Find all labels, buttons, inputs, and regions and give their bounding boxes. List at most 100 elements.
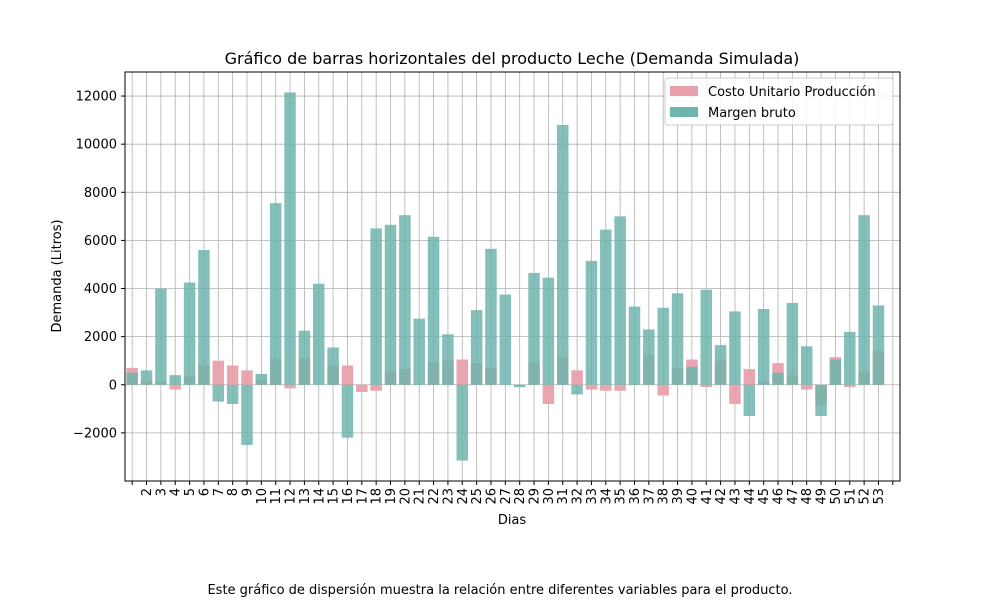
x-tick-label: 21 — [413, 488, 428, 505]
bar-series-2 — [743, 384, 756, 417]
x-tick-label: 10 — [255, 488, 270, 505]
x-tick-label: 9 — [240, 488, 255, 496]
bar-series-2 — [628, 306, 641, 385]
bar-series-1 — [241, 370, 253, 385]
x-tick-label: 36 — [628, 488, 643, 505]
bar-series-2 — [714, 345, 727, 385]
bar-series-2 — [456, 384, 469, 461]
bar-series-1 — [657, 384, 669, 396]
bar-series-1 — [585, 384, 598, 390]
bar-series-2 — [183, 282, 196, 385]
x-tick-label: 47 — [786, 488, 801, 505]
x-tick-label: 42 — [714, 488, 729, 505]
x-tick-label: 27 — [499, 488, 514, 505]
x-tick-label: 20 — [398, 488, 413, 505]
x-tick-label: 18 — [370, 488, 385, 505]
legend-swatch-2 — [670, 107, 698, 117]
x-tick-label: 12 — [284, 488, 299, 505]
bar-series-2 — [341, 384, 354, 438]
bar-series-2 — [485, 248, 497, 385]
bar-series-2 — [858, 215, 870, 385]
y-tick-label: 0 — [109, 378, 117, 393]
x-tick-label: 41 — [700, 488, 715, 505]
x-tick-label: 40 — [685, 488, 700, 505]
x-tick-label: 24 — [456, 488, 471, 505]
x-tick-label: 6 — [197, 488, 212, 496]
x-tick-label: 33 — [585, 488, 600, 505]
bar-series-2 — [542, 277, 555, 385]
x-tick-label: 2 — [140, 488, 155, 496]
x-tick-label: 19 — [384, 488, 399, 505]
bar-series-2 — [786, 302, 799, 385]
bar-series-2 — [399, 215, 411, 385]
bar-series-2 — [442, 334, 454, 385]
y-tick-label: 6000 — [84, 234, 117, 249]
x-tick-label: 23 — [441, 488, 456, 505]
x-tick-label: 4 — [169, 488, 184, 496]
x-tick-label: 38 — [657, 488, 672, 505]
x-tick-label: 8 — [226, 488, 241, 496]
bar-series-2 — [686, 366, 698, 385]
bar-series-2 — [729, 311, 741, 385]
bar-series-2 — [571, 384, 583, 395]
bar-series-2 — [829, 359, 842, 385]
bar-series-2 — [155, 288, 167, 385]
y-tick-label: 8000 — [84, 186, 117, 201]
bar-series-2 — [700, 289, 712, 385]
y-axis-label: Demanda (Litros) — [50, 219, 65, 332]
x-tick-label: 5 — [183, 488, 198, 496]
x-tick-label: 32 — [571, 488, 586, 505]
bar-series-1 — [370, 384, 382, 391]
bar-series-2 — [370, 228, 382, 385]
bar-series-2 — [198, 250, 210, 385]
bar-series-2 — [126, 372, 138, 385]
bar-series-1 — [341, 365, 354, 385]
bar-series-2 — [657, 307, 669, 385]
bar-series-2 — [499, 294, 512, 385]
bar-series-2 — [140, 370, 153, 385]
legend-box — [664, 77, 894, 126]
x-tick-label: 13 — [298, 488, 313, 505]
legend-swatch-1 — [670, 86, 698, 96]
axes-frame — [124, 71, 901, 482]
bar-series-2 — [844, 331, 856, 385]
chart-caption: Este gráfico de dispersión muestra la re… — [207, 583, 793, 598]
x-tick-label: 17 — [355, 488, 370, 505]
x-axis-label: Dias — [498, 513, 527, 528]
x-tick-label: 34 — [599, 488, 614, 505]
bar-series-1 — [212, 360, 225, 385]
y-tick-label: 4000 — [84, 282, 117, 297]
bar-series-2 — [212, 384, 225, 402]
bar-series-1 — [700, 384, 712, 388]
x-tick-label: 43 — [728, 488, 743, 505]
bar-series-1 — [600, 384, 612, 391]
y-tick-label: 12000 — [76, 90, 117, 105]
bar-series-2 — [269, 203, 282, 385]
bar-series-2 — [800, 346, 813, 385]
bar-series-1 — [169, 384, 181, 390]
bar-series-1 — [571, 370, 583, 385]
x-tick-label: 7 — [212, 488, 227, 496]
x-tick-label: 46 — [772, 488, 787, 505]
x-tick-label: 26 — [484, 488, 499, 505]
bar-series-1 — [729, 384, 741, 405]
x-tick-label: 22 — [427, 488, 442, 505]
bar-series-2 — [413, 318, 425, 385]
bar-series-1 — [844, 384, 856, 388]
bar-series-2 — [255, 373, 268, 385]
x-tick-label: 31 — [556, 488, 571, 505]
bar-series-2 — [671, 293, 684, 385]
bar-series-2 — [284, 92, 296, 385]
bar-series-2 — [556, 124, 569, 385]
bar-series-1 — [614, 384, 626, 391]
bar-series-2 — [169, 375, 181, 385]
bar-series-1 — [356, 384, 368, 392]
x-tick-label: 25 — [470, 488, 485, 505]
bar-series-2 — [513, 384, 526, 388]
x-tick-label: 45 — [757, 488, 772, 505]
x-tick-label: 48 — [800, 488, 815, 505]
bar-series-1 — [226, 365, 239, 385]
x-tick-label: 52 — [858, 488, 873, 505]
